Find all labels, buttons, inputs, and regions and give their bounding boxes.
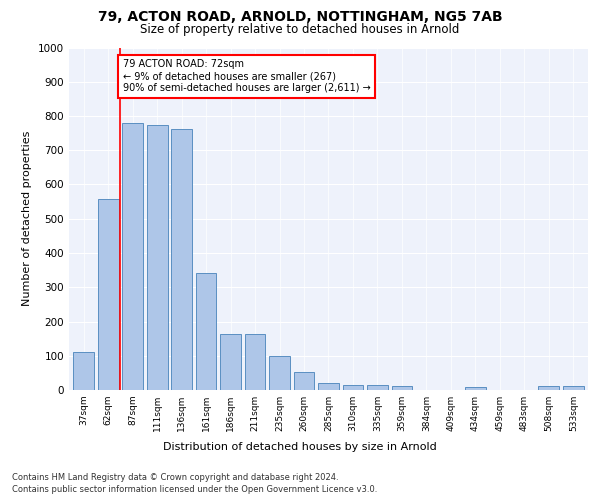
- Text: Size of property relative to detached houses in Arnold: Size of property relative to detached ho…: [140, 22, 460, 36]
- Bar: [245, 334, 265, 390]
- Bar: [293, 372, 314, 390]
- Bar: [269, 356, 290, 390]
- Text: 79 ACTON ROAD: 72sqm
← 9% of detached houses are smaller (267)
90% of semi-detac: 79 ACTON ROAD: 72sqm ← 9% of detached ho…: [123, 60, 371, 92]
- Bar: [171, 129, 192, 390]
- Bar: [343, 385, 364, 390]
- Bar: [367, 385, 388, 390]
- Text: Contains HM Land Registry data © Crown copyright and database right 2024.: Contains HM Land Registry data © Crown c…: [12, 472, 338, 482]
- Bar: [465, 386, 486, 390]
- Bar: [392, 386, 412, 390]
- Y-axis label: Number of detached properties: Number of detached properties: [22, 131, 32, 306]
- Bar: [122, 123, 143, 390]
- Bar: [220, 334, 241, 390]
- Bar: [563, 386, 584, 390]
- Text: Contains public sector information licensed under the Open Government Licence v3: Contains public sector information licen…: [12, 485, 377, 494]
- Bar: [73, 352, 94, 390]
- Bar: [318, 383, 339, 390]
- Bar: [538, 386, 559, 390]
- Bar: [98, 199, 119, 390]
- Bar: [196, 272, 217, 390]
- Text: Distribution of detached houses by size in Arnold: Distribution of detached houses by size …: [163, 442, 437, 452]
- Text: 79, ACTON ROAD, ARNOLD, NOTTINGHAM, NG5 7AB: 79, ACTON ROAD, ARNOLD, NOTTINGHAM, NG5 …: [98, 10, 502, 24]
- Bar: [147, 124, 167, 390]
